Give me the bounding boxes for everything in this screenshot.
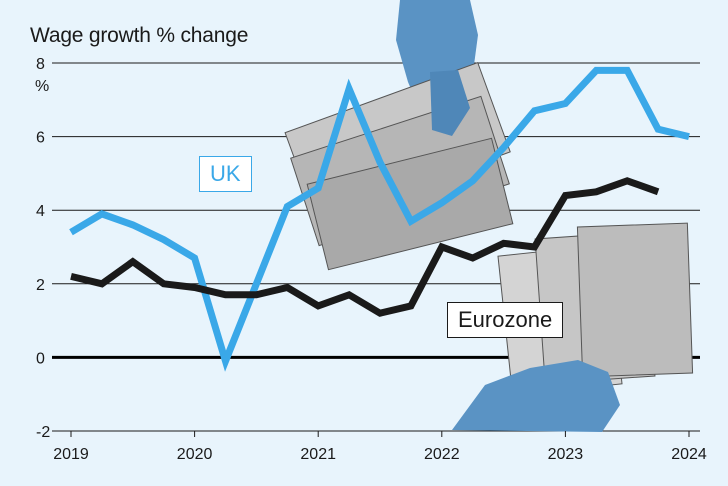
y-tick-label: 8 (36, 56, 45, 73)
glove-hand-bottom-image (452, 360, 620, 432)
series-lines (69, 66, 690, 372)
pound-note-image (576, 222, 694, 378)
x-tick-label: 2024 (671, 446, 707, 463)
x-tick-label: 2019 (53, 446, 89, 463)
chart-title: Wage growth % change (30, 24, 249, 47)
y-tick-label: 0 (36, 350, 45, 367)
y-axis: 8 6 4 2 0 -2% (35, 56, 50, 441)
x-tick-label: 2022 (424, 446, 460, 463)
series-line-eurozone (70, 177, 660, 317)
glove-thumb-image (430, 70, 470, 136)
x-tick-label: 2020 (177, 446, 213, 463)
x-tick-label: 2021 (300, 446, 336, 463)
y-tick-label: 4 (36, 203, 45, 220)
y-tick-label: 6 (36, 130, 45, 147)
series-line-uk (69, 66, 690, 372)
y-tick-label: 2 (36, 277, 45, 294)
y-axis-unit-label: % (35, 78, 49, 95)
banknotes-photo-illustration (284, 0, 694, 432)
y-tick-label: -2 (36, 424, 50, 441)
x-axis: 2019 2020 2021 2022 2023 2024 (53, 431, 707, 463)
x-tick-label: 2023 (548, 446, 584, 463)
uk-series-label: UK (199, 156, 252, 192)
euro-note-image (306, 137, 514, 271)
euro-banknotes-image (284, 0, 514, 271)
eurozone-series-label: Eurozone (447, 302, 564, 338)
